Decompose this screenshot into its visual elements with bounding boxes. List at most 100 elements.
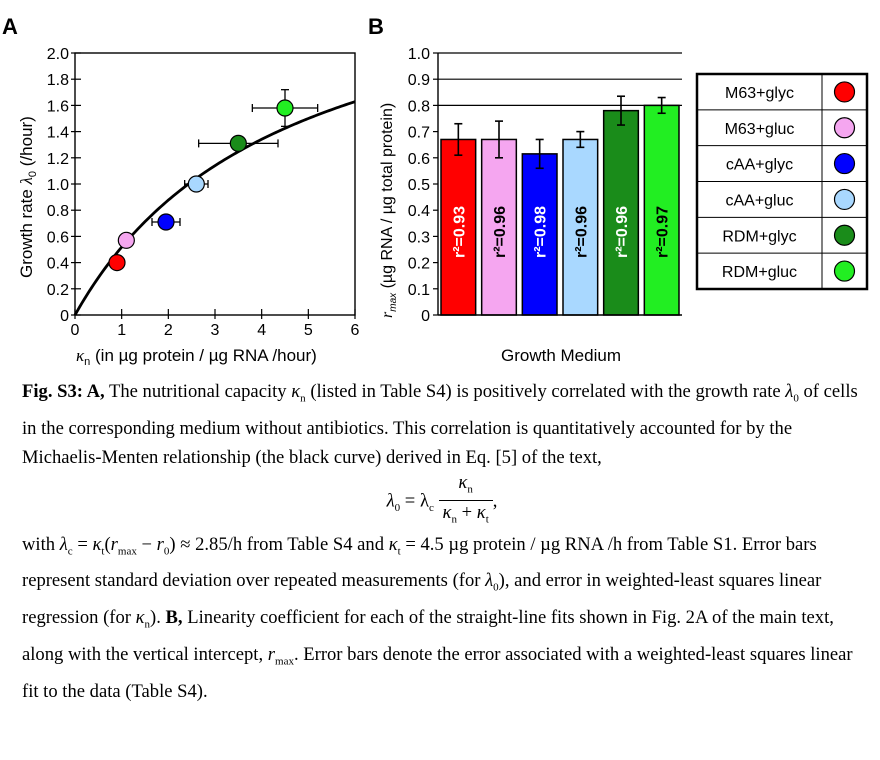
legend-swatch <box>833 188 856 211</box>
eq-symbol: + <box>456 502 477 524</box>
eq-subscript: n <box>451 514 457 527</box>
bar-label: r²=0.93 <box>451 206 468 258</box>
x-tick-label: 3 <box>211 322 220 339</box>
eq-fraction: κn κn + κt <box>438 471 493 532</box>
caption-text: ) ≈ 2.85/h from Table S4 and <box>169 533 389 555</box>
legend-label: M63+gluc <box>725 121 795 138</box>
bar-caa-glyc <box>521 153 558 316</box>
y-tick-label: 0.9 <box>408 72 430 89</box>
legend: M63+glyc M63+gluc cAA+glyc cAA+gluc RDM+glyc… <box>695 72 869 291</box>
caption-text: Linearity coefficient for each of the st… <box>22 607 834 665</box>
legend-label: cAA+gluc <box>725 192 793 209</box>
caption-symbol: λ <box>59 533 68 555</box>
caption-text: = 4.5 µg protein / µg RNA /h from Table … <box>22 533 817 592</box>
caption-text: of cells in the corresponding medium wit… <box>22 381 858 468</box>
panel-b-x-axis-label: Growth Medium <box>501 346 621 365</box>
caption-symbol: r <box>267 643 276 665</box>
caption-subscript: 0 <box>163 545 170 558</box>
y-tick-label: 0.6 <box>47 229 69 246</box>
caption-symbol: λ <box>485 570 494 592</box>
caption-symbol: κ <box>92 533 102 555</box>
caption-text: . Error bars denote the error associated… <box>22 643 853 702</box>
legend-swatch <box>833 260 856 282</box>
caption-paragraph-1: Fig. S3: A, The nutritional capacity κn … <box>22 377 862 472</box>
caption-subscript: max <box>275 655 294 668</box>
y-tick-label: 1.8 <box>47 72 69 89</box>
figure-caption: Fig. S3: A, The nutritional capacity κn … <box>22 377 862 706</box>
y-tick-label: 1.0 <box>47 177 69 194</box>
eq-symbol: κ <box>458 471 468 493</box>
eq-symbol: , <box>492 490 498 512</box>
caption-fig-label: Fig. S3: A, <box>22 381 105 402</box>
bar-label: r²=0.96 <box>492 206 509 258</box>
y-tick-label: 0.8 <box>47 203 69 220</box>
caption-symbol: κ <box>291 381 301 402</box>
y-tick-label: 0.5 <box>408 177 430 194</box>
caption-symbol: r <box>110 533 118 555</box>
bar-caa-gluc <box>562 138 599 316</box>
x-tick-label: 1 <box>117 322 126 339</box>
eq-subscript: c <box>428 501 434 514</box>
y-tick-label: 1.2 <box>47 151 69 168</box>
figure-s3: A B 0 0.2 0.4 0.6 0.8 1.0 1.2 1.4 1.6 1.8 2.0 0 1 2 3… <box>2 14 869 368</box>
bar-rdm-glyc <box>602 109 640 316</box>
caption-text: = <box>72 533 93 555</box>
michaelis-menten-fit-curve <box>73 100 356 316</box>
caption-equation: λ0 = λc κn κn + κt , <box>22 472 862 530</box>
caption-text: − <box>136 533 157 555</box>
y-tick-label: 0.3 <box>408 229 430 246</box>
y-tick-label: 0.4 <box>47 256 69 273</box>
caption-text: ), and error in weighted-least squares l… <box>22 570 822 629</box>
legend-swatch <box>833 117 856 139</box>
y-tick-label: 1.0 <box>408 46 430 63</box>
data-point-m63-gluc <box>117 231 135 249</box>
y-tick-label: 0 <box>60 308 69 325</box>
x-tick-label: 0 <box>71 322 80 339</box>
x-tick-label: 5 <box>304 322 313 339</box>
data-point-caa-gluc <box>187 175 205 193</box>
caption-subscript: 0 <box>493 582 499 595</box>
y-tick-label: 0.4 <box>408 203 430 220</box>
bar-label: r²=0.98 <box>533 206 550 258</box>
caption-text: ( <box>104 533 111 555</box>
y-tick-label: 0.6 <box>408 151 430 168</box>
eq-subscript: 0 <box>394 501 401 514</box>
panel-a-y-axis-label: Growth rate λ0 (/hour) <box>17 116 39 278</box>
caption-paragraph-2: with λc = κt(rmax − r0) ≈ 2.85/h from Ta… <box>22 530 862 706</box>
caption-panel-b-label: B, <box>165 607 183 629</box>
panel-b-letter: B <box>368 14 384 39</box>
data-point-rdm-glyc <box>229 134 247 152</box>
caption-subscript: t <box>397 545 401 558</box>
caption-text: The nutritional capacity <box>104 381 292 402</box>
legend-swatch <box>833 81 856 103</box>
data-point-m63-glyc <box>108 254 126 272</box>
y-tick-label: 1.4 <box>47 125 69 142</box>
caption-subscript: 0 <box>793 392 799 405</box>
eq-subscript: n <box>467 483 473 496</box>
legend-swatch <box>833 224 856 246</box>
y-tick-label: 0.1 <box>408 282 430 299</box>
legend-swatch <box>833 152 856 175</box>
data-point-rdm-gluc <box>276 99 294 117</box>
y-tick-label: 0.2 <box>47 282 69 299</box>
legend-label: RDM+glyc <box>722 228 796 245</box>
caption-symbol: λ <box>785 381 794 402</box>
x-tick-label: 6 <box>351 322 360 339</box>
x-tick-label: 2 <box>164 322 173 339</box>
x-tick-label: 4 <box>257 322 266 339</box>
caption-subscript: n <box>300 392 306 405</box>
bar-label: r²=0.97 <box>655 206 672 258</box>
y-tick-label: 0 <box>421 308 430 325</box>
caption-text: ). <box>150 607 166 629</box>
eq-symbol: λ <box>386 490 395 512</box>
legend-label: cAA+glyc <box>726 157 793 174</box>
eq-symbol: κ <box>476 502 486 524</box>
eq-subscript: t <box>485 514 489 527</box>
bar-label: r²=0.96 <box>614 206 631 258</box>
y-tick-label: 0.2 <box>408 256 430 273</box>
caption-symbol: r <box>156 533 164 555</box>
eq-symbol: = λ <box>400 490 429 512</box>
caption-text: with <box>22 533 60 555</box>
caption-subscript: c <box>67 545 73 558</box>
